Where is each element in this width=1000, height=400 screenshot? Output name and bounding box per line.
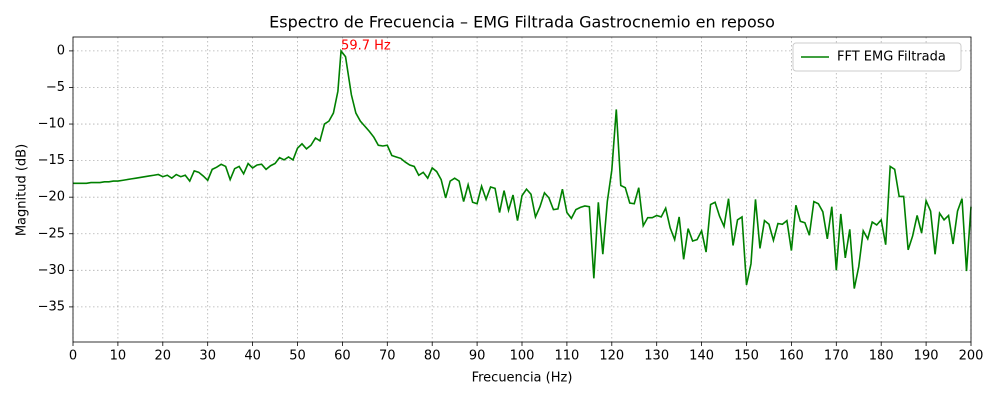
plot-frame (72, 36, 972, 343)
x-tick-label: 0 (69, 349, 77, 364)
x-tick-label: 120 (599, 349, 624, 364)
x-tick-label: 90 (469, 349, 486, 364)
line-series (73, 48, 972, 289)
x-tick-label: 30 (199, 349, 216, 364)
y-tick-label: −30 (38, 263, 65, 278)
x-tick-label: 160 (779, 349, 804, 364)
legend-label: FFT EMG Filtrada (837, 50, 946, 65)
x-tick-label: 100 (510, 349, 535, 364)
x-tick-label: 110 (554, 349, 579, 364)
x-tick-label: 40 (244, 349, 261, 364)
y-tick-label: −15 (38, 153, 65, 168)
chart-title: Espectro de Frecuencia – EMG Filtrada Ga… (269, 13, 775, 32)
y-tick-label: −20 (38, 190, 65, 205)
x-tick-label: 170 (824, 349, 849, 364)
y-tick-label: −25 (38, 226, 65, 241)
x-tick-label: 10 (110, 349, 127, 364)
y-tick-label: −10 (38, 117, 65, 132)
x-tick-label: 180 (869, 349, 894, 364)
x-tick-label: 190 (914, 349, 939, 364)
x-tick-label: 50 (289, 349, 306, 364)
x-axis-label: Frecuencia (Hz) (472, 371, 573, 386)
y-tick-label: 0 (57, 43, 65, 58)
x-tick-label: 140 (689, 349, 714, 364)
y-tick-label: −35 (38, 299, 65, 314)
x-tick-label: 80 (424, 349, 441, 364)
x-tick-label: 200 (959, 349, 984, 364)
x-tick-label: 70 (379, 349, 396, 364)
peak-annotation: 59.7 Hz (341, 38, 391, 53)
x-tick-label: 20 (155, 349, 172, 364)
y-axis-label: Magnitud (dB) (15, 144, 30, 236)
legend-box (792, 42, 962, 72)
x-tick-label: 60 (334, 349, 351, 364)
x-tick-label: 150 (734, 349, 759, 364)
x-tick-label: 130 (644, 349, 669, 364)
y-tick-label: −5 (46, 80, 65, 95)
